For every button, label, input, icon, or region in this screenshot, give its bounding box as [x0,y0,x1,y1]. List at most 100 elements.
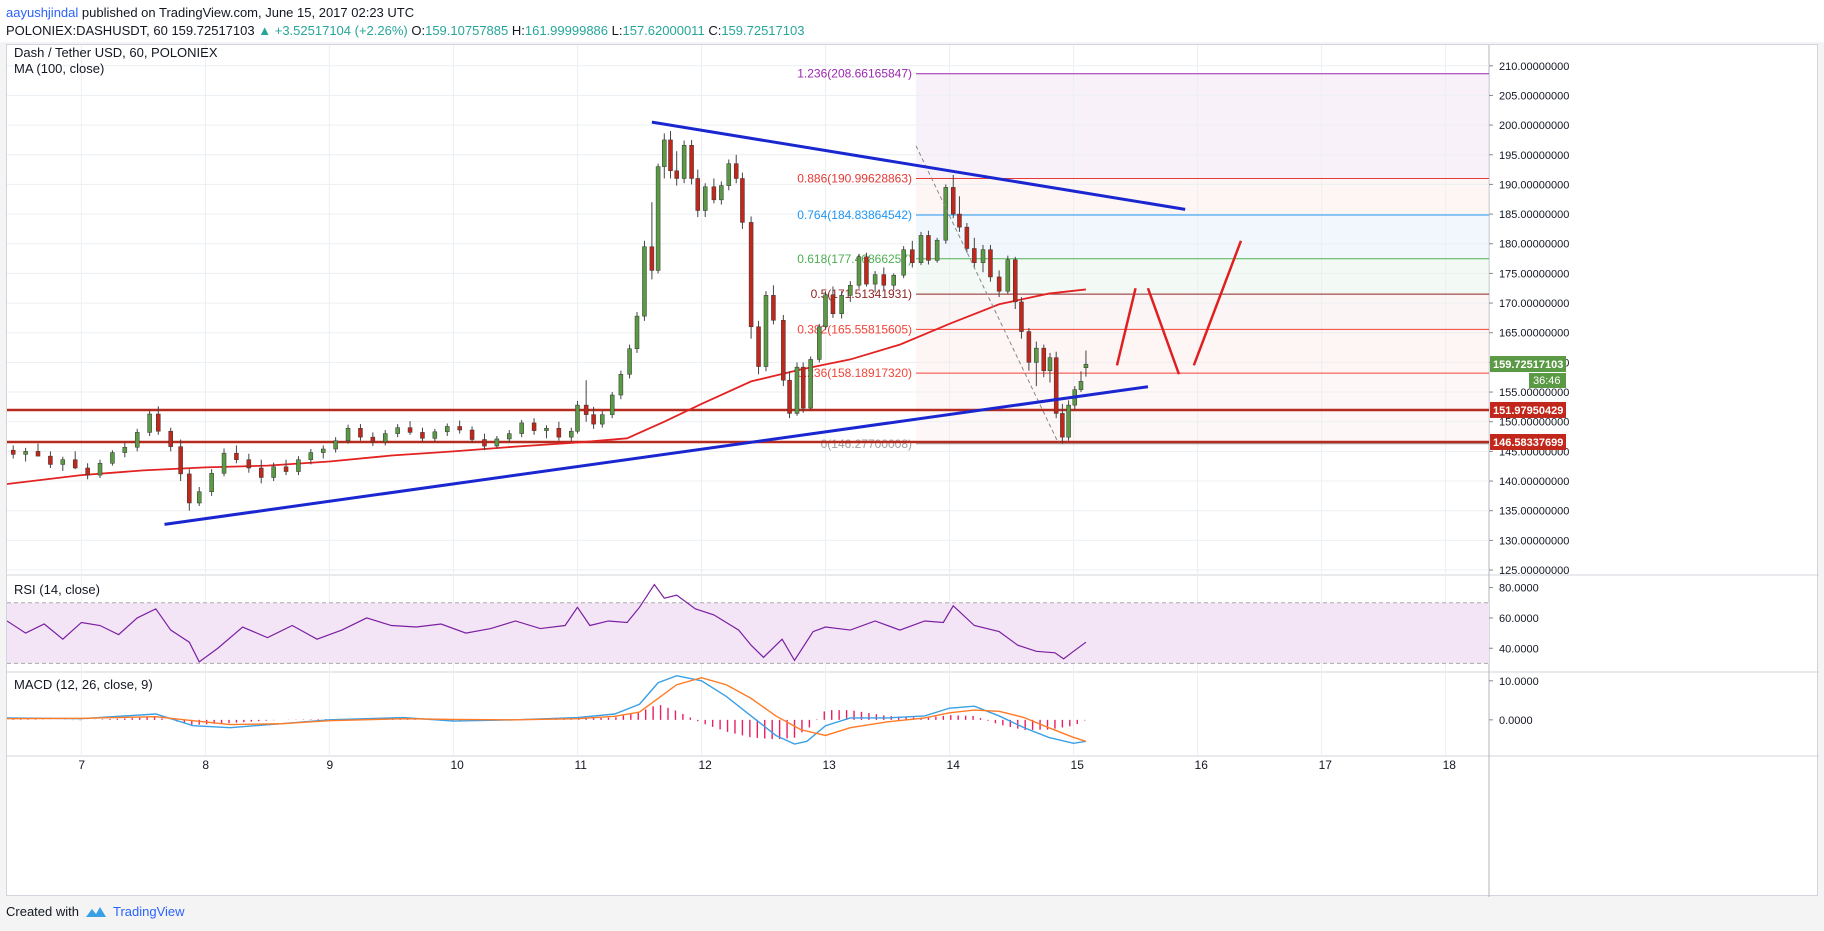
fib-level-label: 0.618(177.46866257) [797,252,912,266]
candle-body [926,235,931,261]
candle-body [642,246,647,317]
ohlc-open: 159.10757885 [425,23,509,38]
price-tick-label: 135.00000000 [1499,506,1569,518]
candle-body [1013,259,1018,303]
candle-body [910,249,915,263]
fib-zone [916,329,1489,374]
candle-body [748,222,754,328]
candle-body [830,294,836,314]
candle-body [781,320,786,381]
price-label-box [1490,401,1566,418]
candle-body [1005,259,1011,292]
candle-body [1019,301,1024,332]
candle-body [283,466,289,472]
fib-zone [916,73,1489,179]
candle-body [271,466,276,478]
fib-level-label: 0.5(171.51341931) [811,287,912,301]
candle-body [209,473,214,492]
candle-body [196,491,202,504]
projection-line [1146,287,1181,375]
price-label-text: 146.58337699 [1493,437,1563,449]
candle-body [168,430,173,447]
price-tick-label: 175.00000000 [1499,268,1569,280]
author-link[interactable]: aayushjindal [6,5,79,20]
ma-indicator-title: MA (100, close) [14,61,105,76]
time-tick-label: 13 [823,758,837,772]
candle-body [358,427,363,438]
candle-body [60,459,66,465]
candle-body [662,139,667,167]
chart-container[interactable]: 125.00000000 130.00000000 135.00000000 140.… [6,44,1819,897]
symbol-label: POLONIEX:DASHUSDT, 60 [6,23,168,38]
candle-body [943,187,949,241]
price-label-text: 159.72517103 [1493,359,1563,371]
candle-body [156,413,161,432]
candle-body [817,326,822,360]
candle-body [668,139,673,172]
countdown-box [1529,373,1566,389]
macd-signal-line [7,676,1087,743]
time-tick-label: 12 [698,758,712,772]
candle-body [618,374,624,396]
fib-level-label: 0.236(158.18917320) [797,366,912,380]
candle-body [726,163,732,186]
candle-body [134,432,140,448]
tradingview-logo-icon [85,906,106,917]
candle-body [957,213,962,228]
fib-level-label: 0.764(184.83864542) [797,208,912,222]
candle-body [333,440,338,450]
price-tick-label: 170.00000000 [1499,298,1569,310]
time-tick-label: 7 [78,758,85,772]
published-text: published on TradingView.com, June 15, 2… [81,5,415,20]
price-tick-label: 195.00000000 [1499,150,1569,162]
header-bar: aayushjindal published on TradingView.co… [0,0,1824,42]
candle-body [1066,404,1071,438]
ohlc-l-label: L: [611,23,623,38]
fib-zone [916,373,1489,444]
candle-body [122,446,128,453]
ohlc-c-label: C: [708,23,722,38]
fib-zone [916,294,1489,330]
rsi-tick-label: 60.0000 [1499,613,1539,625]
candle-body [634,315,640,349]
candle-body [556,427,562,438]
candle-body [221,452,227,474]
price-tick-label: 150.00000000 [1499,417,1569,429]
candle-body [918,235,924,263]
candle-body [569,430,574,438]
countdown-text: 36:46 [1533,375,1561,387]
ohlc-high: 161.99999886 [524,23,609,38]
chart-svg[interactable]: 125.00000000130.00000000135.00000000140.… [7,45,1819,897]
macd-tick-label: 0.0000 [1499,715,1533,727]
price-tick-label: 200.00000000 [1499,120,1569,132]
candle-body [1041,347,1047,371]
candle-body [1034,347,1039,363]
candle-body [457,426,462,431]
candle-body [258,467,264,478]
price-tick-label: 155.00000000 [1499,387,1569,399]
candle-body [407,427,413,433]
fib-zone [916,215,1489,259]
candle-body [178,446,183,475]
price-tick-label: 180.00000000 [1499,239,1569,251]
candle-body [950,187,956,215]
candle-body [591,414,596,425]
candle-body [1053,357,1059,414]
candle-body [787,379,792,414]
candle-body [711,186,717,201]
tradingview-link[interactable]: TradingView [112,904,185,919]
candle-body [823,294,828,328]
candle-body [901,249,906,276]
publish-line: aayushjindal published on TradingView.co… [6,5,414,20]
candle-body [988,249,993,278]
rsi-line [7,583,1087,663]
candle-body [655,166,661,271]
price-label-text: 151.97950429 [1493,405,1563,417]
candle-body [719,185,724,201]
price-tick-label: 125.00000000 [1499,565,1569,577]
candle-body [85,467,90,476]
candle-body [432,431,438,439]
rsi-pane-title: RSI (14, close) [14,582,100,597]
time-tick-label: 9 [326,758,333,772]
price-tick-label: 205.00000000 [1499,90,1569,102]
